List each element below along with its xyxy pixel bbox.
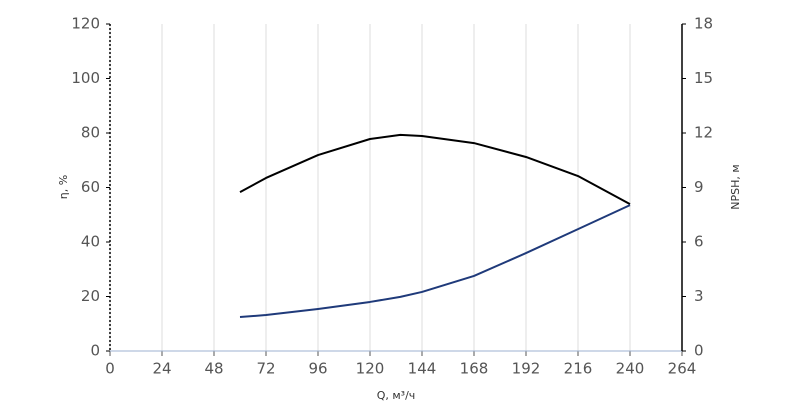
y2-tick-label: 6 <box>694 233 704 251</box>
x-tick-label: 240 <box>616 360 645 378</box>
y2-tick-label: 0 <box>694 342 704 360</box>
y2-tick-label: 18 <box>694 15 713 33</box>
x-tick-label: 264 <box>668 360 697 378</box>
x-tick-label: 144 <box>408 360 437 378</box>
x-axis-title: Q, м³/ч <box>377 389 416 402</box>
x-tick-label: 72 <box>256 360 275 378</box>
y-tick-label: 20 <box>81 287 100 305</box>
y2-tick-label: 15 <box>694 69 713 87</box>
y-tick-label: 100 <box>71 69 100 87</box>
x-tick-label: 168 <box>460 360 489 378</box>
y-tick-label: 80 <box>81 124 100 142</box>
y-tick-label: 40 <box>81 233 100 251</box>
y-axis-title: η, % <box>57 175 70 199</box>
y2-axis-title: NPSH, м <box>729 164 742 209</box>
x-tick-label: 48 <box>204 360 223 378</box>
x-tick-label: 96 <box>308 360 327 378</box>
y-tick-label: 120 <box>71 15 100 33</box>
x-tick-label: 192 <box>512 360 541 378</box>
x-tick-label: 0 <box>105 360 115 378</box>
x-tick-label: 216 <box>564 360 593 378</box>
y2-tick-label: 3 <box>694 287 704 305</box>
series-line <box>239 133 631 206</box>
x-tick-label: 120 <box>356 360 385 378</box>
series-line <box>239 204 631 319</box>
y2-tick-label: 12 <box>694 124 713 142</box>
y-tick-label: 0 <box>90 342 100 360</box>
y2-tick-label: 9 <box>694 178 704 196</box>
x-tick-label: 24 <box>152 360 171 378</box>
y-tick-label: 60 <box>81 178 100 196</box>
